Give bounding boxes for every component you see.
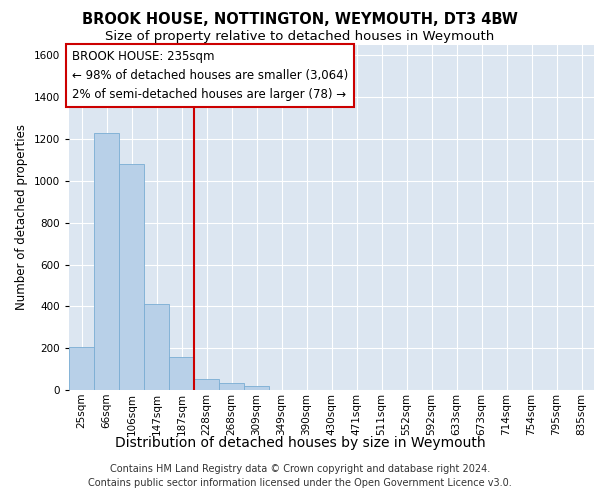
Bar <box>94 133 119 390</box>
Bar <box>119 164 144 390</box>
Text: Distribution of detached houses by size in Weymouth: Distribution of detached houses by size … <box>115 436 485 450</box>
Bar <box>169 356 194 390</box>
Text: BROOK HOUSE: 235sqm
← 98% of detached houses are smaller (3,064)
2% of semi-deta: BROOK HOUSE: 235sqm ← 98% of detached ho… <box>71 50 348 101</box>
Text: BROOK HOUSE, NOTTINGTON, WEYMOUTH, DT3 4BW: BROOK HOUSE, NOTTINGTON, WEYMOUTH, DT3 4… <box>82 12 518 28</box>
Bar <box>219 382 244 390</box>
Text: Size of property relative to detached houses in Weymouth: Size of property relative to detached ho… <box>106 30 494 43</box>
Bar <box>194 378 219 390</box>
Bar <box>144 304 169 390</box>
Text: Contains HM Land Registry data © Crown copyright and database right 2024.
Contai: Contains HM Land Registry data © Crown c… <box>88 464 512 487</box>
Bar <box>69 347 94 390</box>
Y-axis label: Number of detached properties: Number of detached properties <box>15 124 28 310</box>
Bar <box>244 386 269 390</box>
